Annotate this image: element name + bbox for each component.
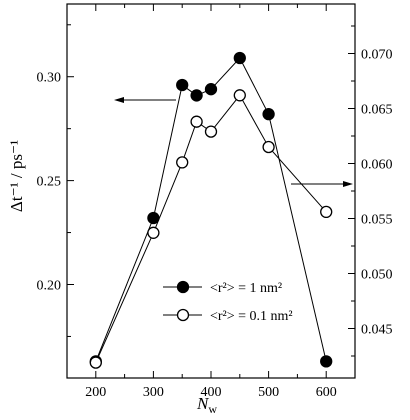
y-axis-label-left: Δt⁻¹ / ps⁻¹ xyxy=(7,140,26,212)
axis-arrows xyxy=(114,97,353,187)
data-point-1 xyxy=(320,205,333,219)
legend: <r²> = 1 nm² <r²> = 0.1 nm² xyxy=(163,280,293,324)
right-axis-arrow-head xyxy=(343,181,353,187)
y-right-tick-label: 0.070 xyxy=(361,48,393,63)
data-point-0 xyxy=(320,355,333,368)
x-tick-label: 300 xyxy=(143,385,164,400)
x-tick-label: 600 xyxy=(316,385,337,400)
x-axis-label-sub: w xyxy=(208,402,217,416)
data-point-0 xyxy=(176,78,189,92)
data-point-1 xyxy=(176,156,189,169)
legend-label: <r²> = 1 nm² xyxy=(210,281,282,296)
data-point-1 xyxy=(204,125,218,138)
legend-marker xyxy=(176,308,190,322)
series-points xyxy=(89,51,333,369)
series-line-0 xyxy=(95,57,327,362)
data-point-0 xyxy=(233,51,246,65)
x-axis-label-main: N xyxy=(196,394,210,413)
x-tick-label: 400 xyxy=(201,385,222,400)
tick-labels: 200 300 400 500 600 0.20 0.25 0.30 0.045 0.050 0.0… xyxy=(37,48,393,401)
data-point-0 xyxy=(262,107,275,121)
data-point-0 xyxy=(204,83,218,96)
left-axis-arrow-head xyxy=(114,97,124,103)
data-point-1 xyxy=(190,115,203,128)
x-tick-label: 500 xyxy=(258,385,279,400)
data-point-0 xyxy=(147,211,160,225)
y-right-tick-label: 0.065 xyxy=(361,103,393,118)
y-left-tick-label: 0.30 xyxy=(37,71,62,86)
tick-marks xyxy=(67,4,355,378)
x-axis-label: Nw xyxy=(196,394,217,416)
data-point-1 xyxy=(233,89,246,102)
y-right-tick-label: 0.060 xyxy=(361,158,393,173)
x-tick-label: 200 xyxy=(85,385,106,400)
data-point-0 xyxy=(190,89,203,102)
y-left-tick-label: 0.25 xyxy=(37,175,62,190)
data-point-1 xyxy=(262,140,275,154)
y-right-tick-label: 0.045 xyxy=(361,323,393,338)
legend-label: <r²> = 0.1 nm² xyxy=(210,309,293,324)
data-point-1 xyxy=(89,356,102,369)
data-point-1 xyxy=(147,226,160,239)
y-left-tick-label: 0.20 xyxy=(37,279,62,294)
legend-marker xyxy=(176,280,190,294)
y-right-tick-label: 0.055 xyxy=(361,213,393,228)
y-right-tick-label: 0.050 xyxy=(361,268,393,283)
